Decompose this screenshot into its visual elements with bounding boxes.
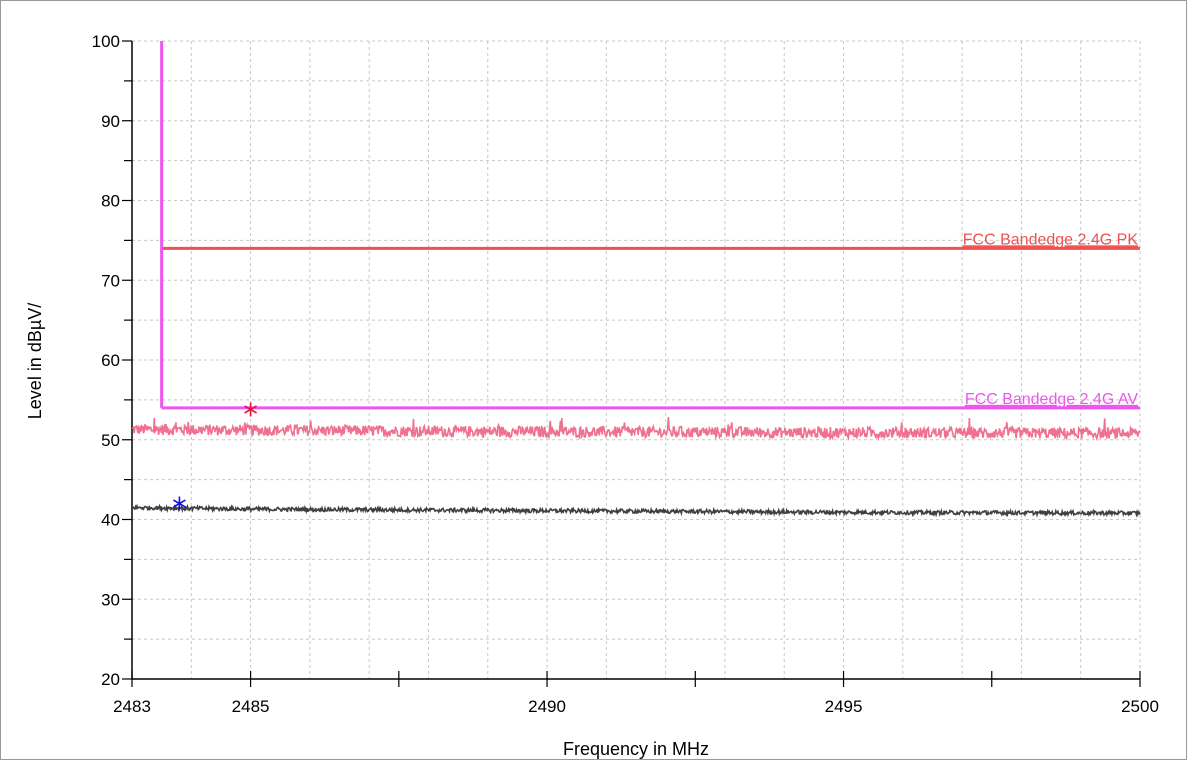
markers (173, 402, 257, 511)
limit-lines: FCC Bandedge 2.4G PK FCC Bandedge 2.4G AV (160, 41, 1140, 410)
x-tick-label: 2500 (1121, 697, 1159, 716)
grid-lines (131, 40, 1141, 680)
limit-label: FCC Bandedge 2.4G AV (965, 391, 1138, 408)
y-tick-label: 30 (101, 590, 120, 609)
y-tick-label: 80 (101, 192, 120, 211)
y-tick-label: 90 (101, 112, 120, 131)
x-tick-label: 2495 (825, 697, 863, 716)
y-axis-title: Level in dBµV/ (25, 303, 45, 419)
tick-labels: 20 30 40 50 60 70 80 90 100 2483 2485 2490 2495 2500 (92, 32, 1159, 716)
y-tick-label: 70 (101, 271, 120, 290)
marker-stroke (244, 405, 257, 414)
marker-stroke (173, 499, 186, 508)
y-tick-label: 50 (101, 431, 120, 450)
x-tick-label: 2485 (232, 697, 270, 716)
y-tick-label: 60 (101, 351, 120, 370)
traces (131, 417, 1141, 518)
marker (244, 402, 257, 417)
tick-marks (122, 40, 1141, 687)
peak-trace (131, 417, 1141, 442)
x-axis-title: Frequency in MHz (563, 739, 709, 759)
y-tick-label: 100 (92, 32, 120, 51)
limit-label: FCC Bandedge 2.4G PK (963, 231, 1139, 248)
y-tick-label: 20 (101, 670, 120, 689)
average-trace (131, 503, 1141, 518)
marker (173, 496, 186, 511)
x-tick-label: 2483 (113, 697, 151, 716)
x-tick-label: 2490 (528, 697, 566, 716)
y-tick-label: 40 (101, 511, 120, 530)
